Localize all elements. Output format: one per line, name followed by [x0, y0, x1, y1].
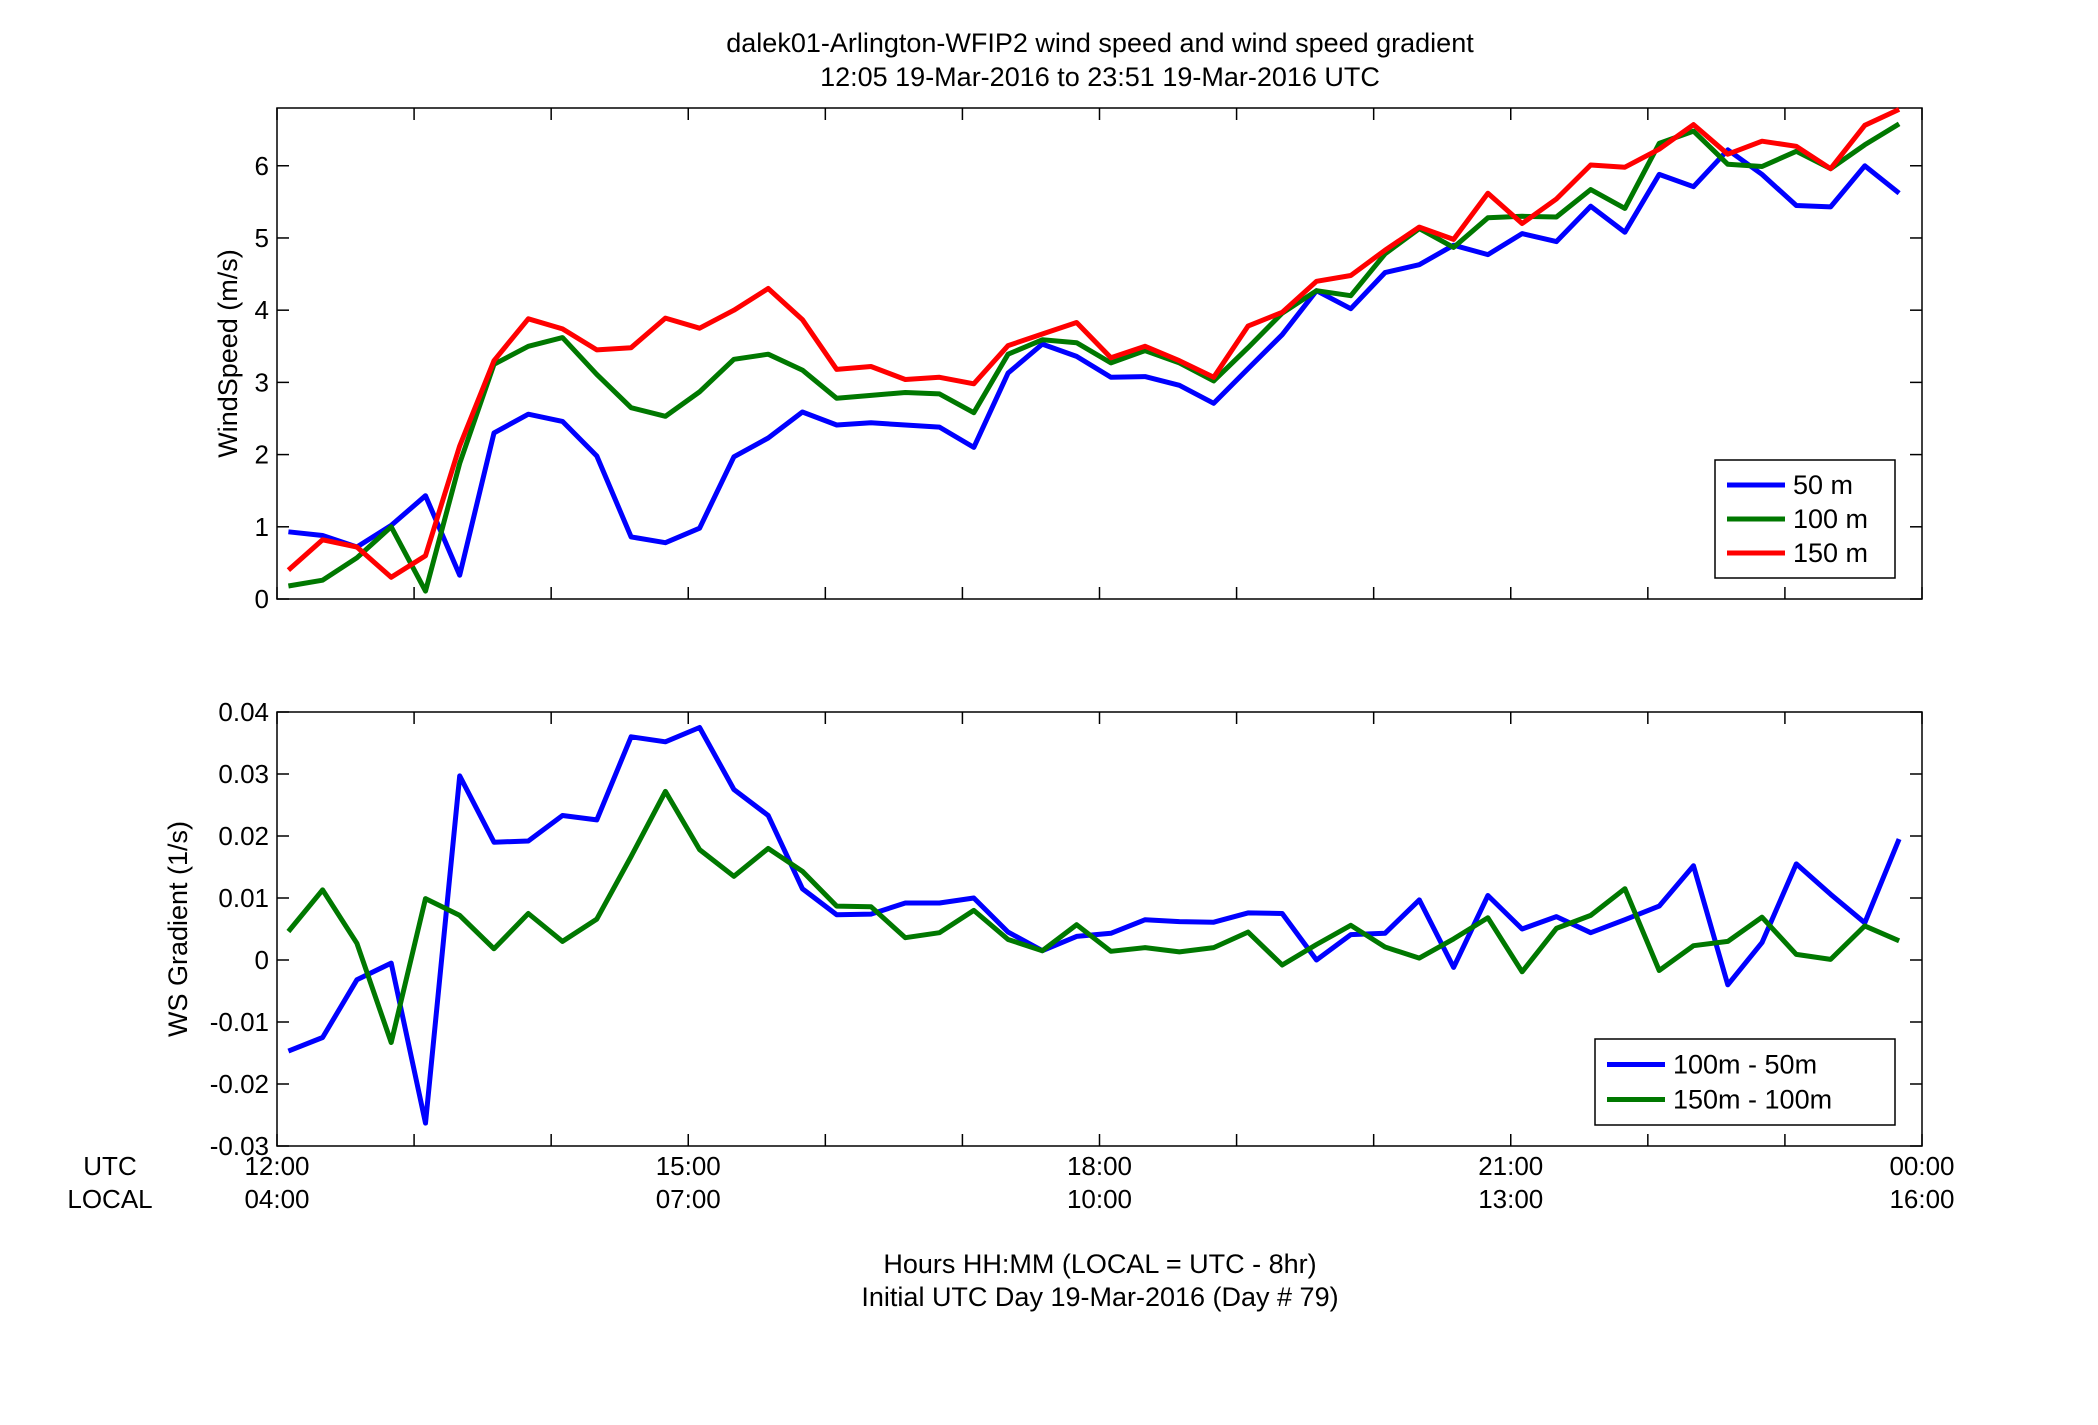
x-tick-label-utc: 18:00	[1067, 1151, 1132, 1181]
legend-entry: 150 m	[1793, 538, 1868, 568]
x-tick-label-local: 13:00	[1478, 1184, 1543, 1214]
y-tick-label: 0.03	[218, 759, 269, 789]
y-tick-label: -0.03	[210, 1131, 269, 1161]
x-tick-label-local: 04:00	[244, 1184, 309, 1214]
series-line-150m-100m	[286, 788, 1901, 1045]
utc-row-label: UTC	[83, 1151, 136, 1181]
y-tick-label: 0.04	[218, 697, 269, 727]
x-tick-label-local: 16:00	[1889, 1184, 1954, 1214]
y-tick-label: 3	[255, 367, 269, 397]
figure-title-line1: dalek01-Arlington-WFIP2 wind speed and w…	[726, 28, 1474, 58]
x-tick-label-local: 07:00	[656, 1184, 721, 1214]
y-tick-label: 5	[255, 223, 269, 253]
series-line-50-m	[288, 147, 1901, 578]
x-tick-label-utc: 15:00	[656, 1151, 721, 1181]
y-tick-label: -0.02	[210, 1069, 269, 1099]
y-tick-label: -0.01	[210, 1007, 269, 1037]
y-tick-label: 0.01	[218, 883, 269, 913]
wind-speed-panel: 0 1 2 3 4 5 6 WindSpeed (m/s) 50 m 100 m 150 m	[213, 107, 1923, 614]
legend-entry: 150m - 100m	[1673, 1085, 1832, 1115]
series-line-100-m	[287, 121, 1901, 594]
series-line-150-m	[286, 107, 1901, 580]
legend: 50 m 100 m 150 m	[1714, 459, 1896, 579]
y-tick-label: 6	[255, 151, 269, 181]
y-axis-label: WS Gradient (1/s)	[163, 821, 193, 1037]
wind-gradient-panel: -0.03 -0.02 -0.01 0 0.01 0.02 0.03 0.04 WS Gradi…	[163, 697, 1923, 1161]
y-tick-label: 2	[255, 440, 269, 470]
x-tick-label-utc: 12:00	[244, 1151, 309, 1181]
x-axis-label-line2: Initial UTC Day 19-Mar-2016 (Day # 79)	[861, 1282, 1338, 1312]
x-axis-label-line1: Hours HH:MM (LOCAL = UTC - 8hr)	[883, 1249, 1316, 1279]
y-tick-label: 0	[255, 945, 269, 975]
legend-entry: 100m - 50m	[1673, 1050, 1817, 1080]
legend-entry: 50 m	[1793, 470, 1853, 500]
legend: 100m - 50m 150m - 100m	[1594, 1038, 1896, 1126]
x-tick-label-utc: 00:00	[1889, 1151, 1954, 1181]
legend-box	[1594, 1038, 1896, 1126]
local-row-label: LOCAL	[67, 1184, 152, 1214]
y-axis-label: WindSpeed (m/s)	[213, 249, 243, 458]
y-tick-label: 0	[255, 584, 269, 614]
legend-entry: 100 m	[1793, 504, 1868, 534]
y-tick-label: 1	[255, 512, 269, 542]
y-tick-label: 0.02	[218, 821, 269, 851]
y-tick-label: 4	[255, 295, 269, 325]
x-tick-label-local: 10:00	[1067, 1184, 1132, 1214]
x-tick-label-utc: 21:00	[1478, 1151, 1543, 1181]
figure-title-line2: 12:05 19-Mar-2016 to 23:51 19-Mar-2016 U…	[820, 62, 1380, 92]
